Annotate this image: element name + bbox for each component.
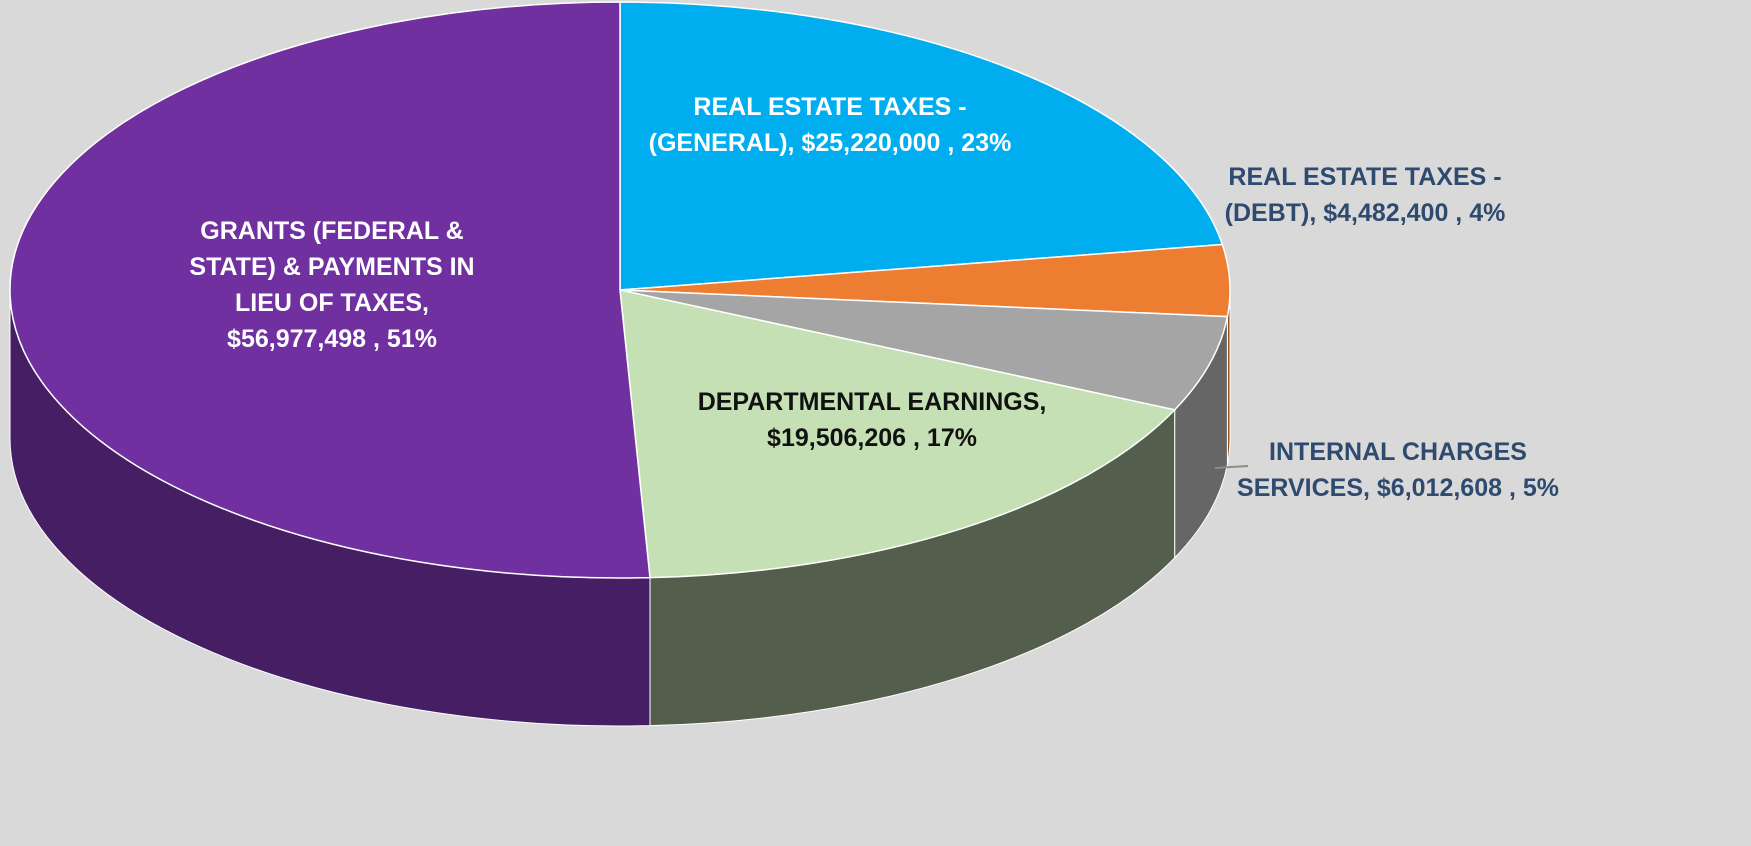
data-label: REAL ESTATE TAXES - (GENERAL), $25,220,0…: [648, 93, 1012, 157]
pie-slice: [619, 1, 1224, 291]
pie-slice: [619, 289, 1229, 411]
data-label: DEPARTMENTAL EARNINGS, $19,506,206 , 17%: [697, 388, 1047, 452]
data-label: REAL ESTATE TAXES - (DEBT), $4,482,400 ,…: [1224, 163, 1506, 227]
leader-line: [1214, 465, 1249, 469]
pie-slice: [619, 289, 1177, 579]
pie-slice: [9, 1, 651, 579]
data-label: GRANTS (FEDERAL & STATE) & PAYMENTS IN L…: [189, 217, 475, 353]
data-label: INTERNAL CHARGES SERVICES, $6,012,608 , …: [1237, 438, 1559, 502]
